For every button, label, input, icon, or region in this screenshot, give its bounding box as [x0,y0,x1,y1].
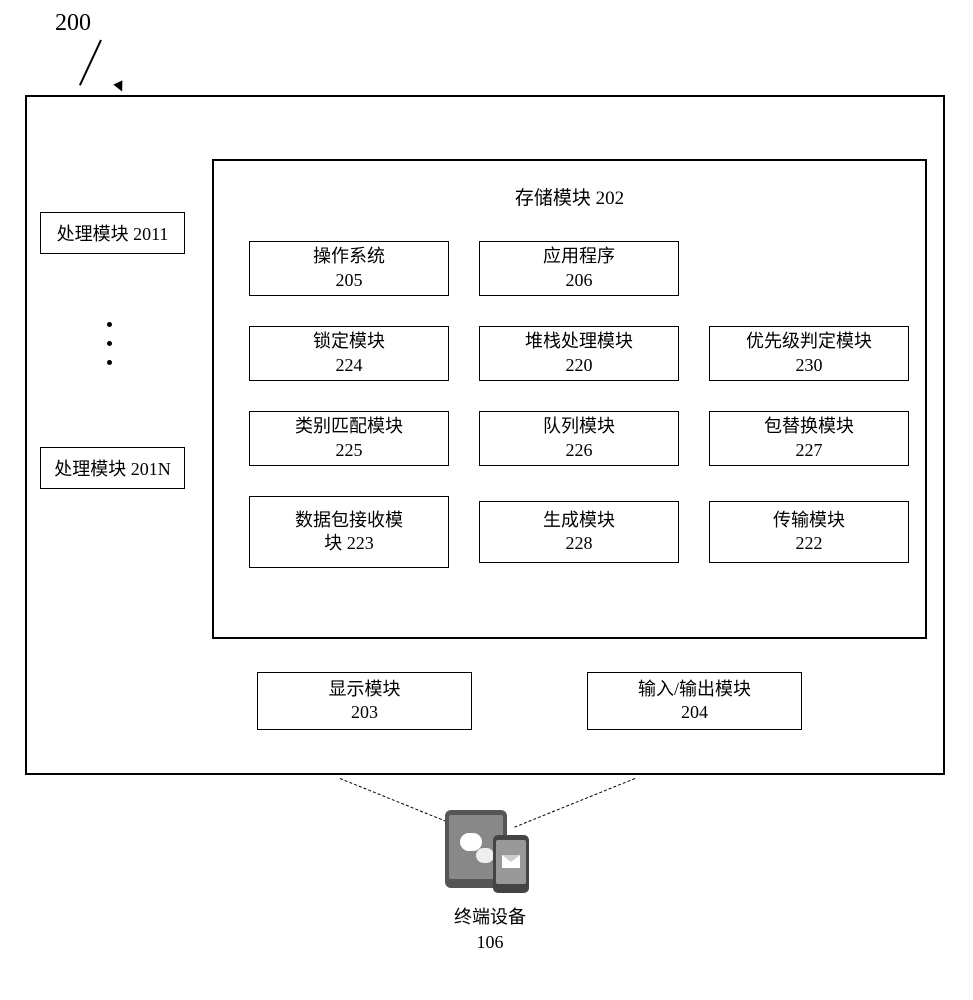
io-module-id: 204 [681,701,708,724]
display-module-box: 显示模块 203 [257,672,472,730]
system-outer-box: 处理模块 2011 处理模块 201N 存储模块 202 操作系统 205 应用… [25,95,945,775]
figure-arrow-head [113,80,126,93]
stack-module-box: 堆栈处理模块 220 [479,326,679,381]
packet-receive-module-box: 数据包接收模 块 223 [249,496,449,568]
generate-module-box: 生成模块 228 [479,501,679,563]
terminal-device-label: 终端设备 106 [420,905,560,955]
os-module-box: 操作系统 205 [249,241,449,296]
generate-module-name: 生成模块 [543,509,615,532]
transmit-module-id: 222 [796,532,823,555]
phone-icon [493,835,529,893]
processing-module-n: 处理模块 201N [40,447,185,489]
figure-arrow-line [79,40,102,86]
envelope-icon [502,855,520,868]
display-module-name: 显示模块 [329,678,401,701]
app-module-name: 应用程序 [543,245,615,268]
priority-module-name: 优先级判定模块 [746,330,872,353]
phone-screen [496,840,526,884]
app-module-box: 应用程序 206 [479,241,679,296]
figure-number-label: 200 [55,10,91,37]
storage-module-title: 存储模块 202 [214,183,925,210]
os-module-id: 205 [336,269,363,292]
display-module-id: 203 [351,701,378,724]
io-module-name: 输入/输出模块 [638,678,751,701]
transmit-module-name: 传输模块 [773,509,845,532]
storage-module-box: 存储模块 202 操作系统 205 应用程序 206 锁定模块 224 堆栈处理… [212,159,927,639]
io-module-box: 输入/输出模块 204 [587,672,802,730]
os-module-name: 操作系统 [313,245,385,268]
packet-receive-module-name-l1: 数据包接收模 [295,509,403,532]
terminal-device-name: 终端设备 [420,905,560,930]
lock-module-box: 锁定模块 224 [249,326,449,381]
terminal-device-id: 106 [420,930,560,955]
lock-module-name: 锁定模块 [313,330,385,353]
package-replace-module-name: 包替换模块 [764,415,854,438]
queue-module-id: 226 [566,439,593,462]
dashed-connector-left [340,778,461,828]
package-replace-module-id: 227 [796,439,823,462]
category-match-module-name: 类别匹配模块 [295,415,403,438]
priority-module-box: 优先级判定模块 230 [709,326,909,381]
app-module-id: 206 [566,269,593,292]
vertical-ellipsis-icon [107,322,112,365]
processing-module-1-label: 处理模块 2011 [57,220,169,246]
transmit-module-box: 传输模块 222 [709,501,909,563]
queue-module-name: 队列模块 [543,415,615,438]
packet-receive-module-name-l2: 块 223 [324,532,374,555]
terminal-device-icon [445,810,535,895]
generate-module-id: 228 [566,532,593,555]
category-match-module-box: 类别匹配模块 225 [249,411,449,466]
speech-bubble-icon-2 [476,848,494,863]
processing-module-n-label: 处理模块 201N [54,455,171,481]
packet-receive-module-id: 223 [347,533,374,553]
priority-module-id: 230 [796,354,823,377]
stack-module-name: 堆栈处理模块 [525,330,633,353]
package-replace-module-box: 包替换模块 227 [709,411,909,466]
lock-module-id: 224 [336,354,363,377]
processing-module-1: 处理模块 2011 [40,212,185,254]
stack-module-id: 220 [566,354,593,377]
queue-module-box: 队列模块 226 [479,411,679,466]
category-match-module-id: 225 [336,439,363,462]
